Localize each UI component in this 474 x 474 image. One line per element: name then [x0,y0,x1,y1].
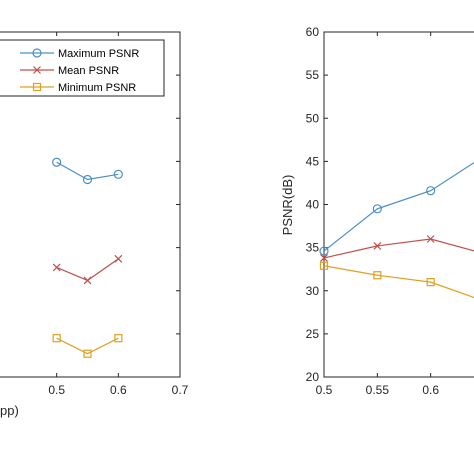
series-line [323,161,474,252]
square-marker [52,334,61,343]
series-line [323,265,474,299]
x-tick-label: 0.6 [110,383,127,397]
left-x-tick-labels: 0.5 0.6 0.7 [48,383,188,397]
circle-marker [319,246,329,256]
x-tick-label: 0.7 [172,383,189,397]
y-tick-label: 35 [306,241,320,255]
legend-entry-mean: Mean PSNR [20,65,119,77]
x-marker [320,254,328,262]
square-marker [83,349,92,358]
legend-label-mean: Mean PSNR [58,65,119,77]
square-marker [319,261,329,270]
legend: Maximum PSNR Mean PSNR Minimum PSNR [0,39,165,97]
right-y-axis-label: PSNR(dB) [280,175,295,236]
x-tick-label: 0.5 [316,383,333,397]
x-marker [52,263,61,272]
right-plot-frame [323,31,474,378]
right-series-group [319,161,474,299]
series-line [323,238,474,259]
y-tick-label: 55 [306,68,320,82]
legend-entry-maximum: Maximum PSNR [20,48,139,60]
square-marker [426,278,435,287]
x-tick-label: 0.55 [366,383,390,397]
left-series-group [52,157,123,358]
square-marker [114,334,123,343]
y-tick-label: 20 [306,370,320,384]
right-tick-marks [323,32,432,377]
legend-marker-circle [32,48,42,58]
legend-marker-square [32,82,42,92]
left-chart-panel: 0.5 0.6 0.7 pp) Maximum PSNR Mean PSNR Min… [0,31,189,418]
legend-label-minimum: Minimum PSNR [58,82,136,94]
series-line [56,337,119,355]
y-tick-label: 25 [306,327,320,341]
right-y-tick-labels: 20 25 30 35 40 45 50 55 60 [306,25,320,384]
circle-marker [52,157,62,167]
x-marker [373,241,382,250]
right-x-tick-labels: 0.50.550.60 [316,383,440,397]
y-tick-label: 40 [306,198,320,212]
legend-label-maximum: Maximum PSNR [58,48,139,60]
y-tick-label: 45 [306,154,320,168]
circle-marker [426,186,436,196]
left-x-axis-label: pp) [0,403,19,418]
x-tick-label: 0.6 [422,383,439,397]
square-marker [373,271,382,280]
x-marker [83,276,92,285]
circle-marker [82,174,93,185]
x-tick-label: 0.5 [48,383,65,397]
x-marker [426,235,435,243]
y-tick-label: 50 [306,111,320,125]
circle-marker [113,169,123,179]
series-line [56,161,119,181]
y-tick-label: 60 [306,25,320,39]
y-tick-label: 30 [306,284,320,298]
legend-entry-minimum: Minimum PSNR [20,82,136,94]
x-marker [114,254,123,263]
left-tick-marks [56,32,181,377]
legend-marker-x [33,66,41,74]
circle-marker [372,204,382,214]
